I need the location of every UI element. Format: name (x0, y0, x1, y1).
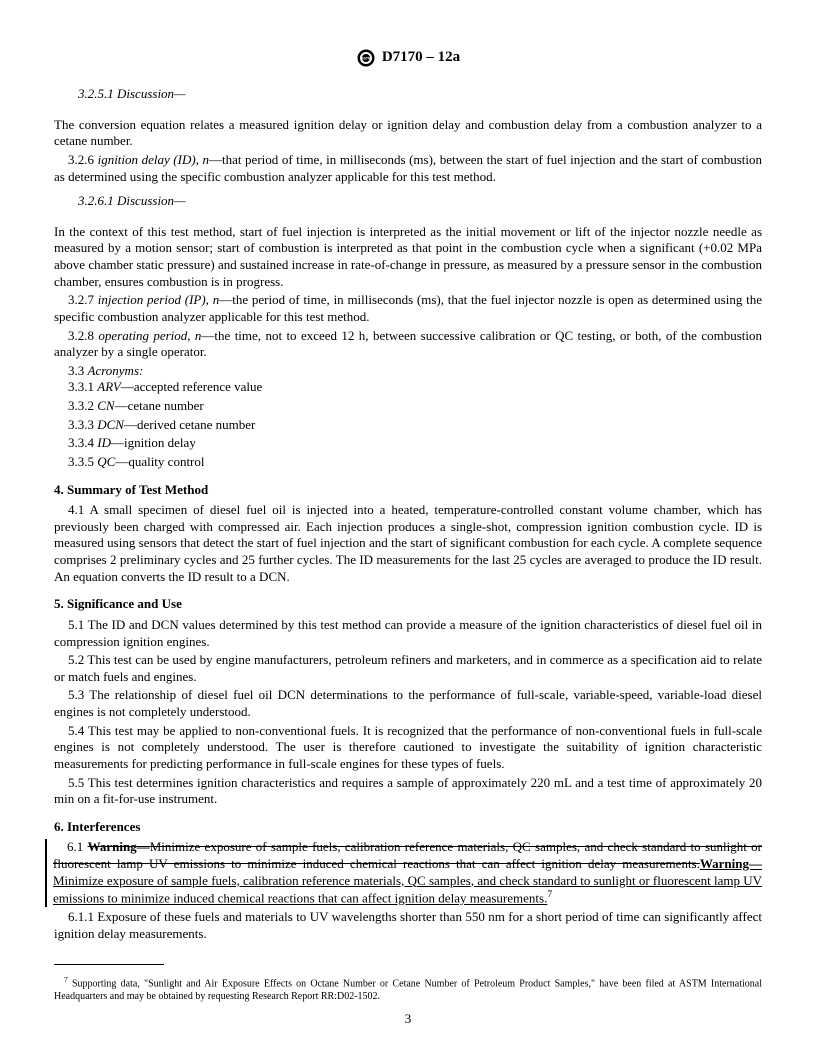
standard-number: D7170 – 12a (382, 48, 460, 67)
discussion-3261: 3.2.6.1 Discussion— (54, 193, 762, 210)
section-6-title: 6. Interferences (54, 819, 762, 836)
acronyms-head: 3.3 Acronyms: (54, 363, 762, 380)
changebar-61: 6.1 Warning—Minimize exposure of sample … (45, 839, 762, 907)
acr-335: 3.3.5 QC—quality control (54, 454, 762, 471)
para-51: 5.1 The ID and DCN values determined by … (54, 617, 762, 650)
page-header: ASTM D7170 – 12a (54, 48, 762, 68)
acr-334: 3.3.4 ID—ignition delay (54, 435, 762, 452)
astm-logo: ASTM (356, 48, 376, 68)
para-conversion: The conversion equation relates a measur… (54, 117, 762, 150)
para-54: 5.4 This test may be applied to non-conv… (54, 723, 762, 773)
footnote-rule (54, 964, 164, 965)
para-52: 5.2 This test can be used by engine manu… (54, 652, 762, 685)
para-55: 5.5 This test determines ignition charac… (54, 775, 762, 808)
acr-332: 3.3.2 CN—cetane number (54, 398, 762, 415)
para-53: 5.3 The relationship of diesel fuel oil … (54, 687, 762, 720)
para-41: 4.1 A small specimen of diesel fuel oil … (54, 502, 762, 585)
section-5-title: 5. Significance and Use (54, 596, 762, 613)
def-326: 3.2.6 ignition delay (ID), n—that period… (54, 152, 762, 185)
page-number: 3 (0, 1011, 816, 1028)
section-4-title: 4. Summary of Test Method (54, 482, 762, 499)
para-context: In the context of this test method, star… (54, 224, 762, 291)
discussion-3251: 3.2.5.1 Discussion— (54, 86, 762, 103)
def-328: 3.2.8 operating period, n—the time, not … (54, 328, 762, 361)
def-327: 3.2.7 injection period (IP), n—the perio… (54, 292, 762, 325)
footnote-7: 7 Supporting data, "Sunlight and Air Exp… (54, 975, 762, 1003)
acr-333: 3.3.3 DCN—derived cetane number (54, 417, 762, 434)
para-611: 6.1.1 Exposure of these fuels and materi… (54, 909, 762, 942)
footnote-ref-7: 7 (547, 889, 552, 900)
acr-331: 3.3.1 ARV—accepted reference value (54, 379, 762, 396)
para-61: 6.1 Warning—Minimize exposure of sample … (53, 839, 762, 907)
svg-text:ASTM: ASTM (361, 57, 371, 61)
